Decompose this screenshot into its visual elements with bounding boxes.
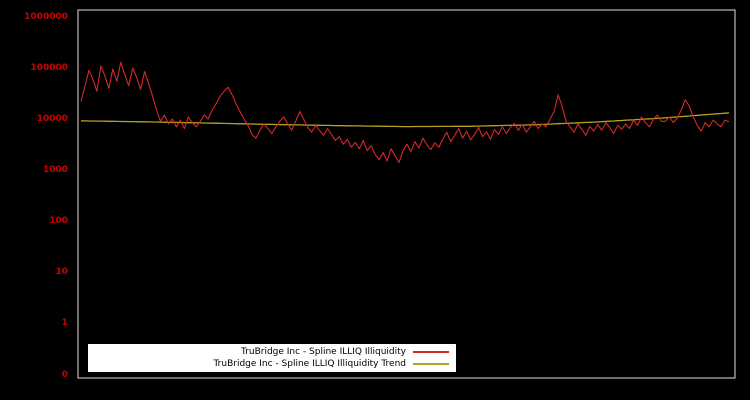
y-axis-label: 100 bbox=[49, 216, 68, 226]
legend-sample-trend bbox=[413, 363, 449, 365]
y-axis-label: 1 bbox=[61, 318, 68, 328]
legend-label-illiquidity: TruBridge Inc - Spline ILLIQ Illiquidity bbox=[240, 346, 406, 357]
y-axis-label: 10000 bbox=[36, 114, 68, 124]
y-axis-label: 0 bbox=[61, 370, 68, 380]
trend-series-line bbox=[80, 112, 730, 128]
y-axis-label: 1000000 bbox=[24, 12, 68, 22]
y-axis-label: 1000 bbox=[42, 165, 68, 175]
y-axis: 1000000 100000 10000 1000 100 10 1 0 bbox=[0, 0, 72, 400]
legend-row-trend: TruBridge Inc - Spline ILLIQ Illiquidity… bbox=[88, 359, 456, 370]
legend: TruBridge Inc - Spline ILLIQ Illiquidity… bbox=[88, 344, 456, 372]
y-axis-label: 100000 bbox=[30, 63, 68, 73]
y-axis-label: 10 bbox=[55, 267, 68, 277]
legend-sample-illiquidity bbox=[413, 351, 449, 353]
legend-row-illiquidity: TruBridge Inc - Spline ILLIQ Illiquidity bbox=[88, 347, 456, 358]
legend-label-trend: TruBridge Inc - Spline ILLIQ Illiquidity… bbox=[213, 358, 407, 369]
plot-frame bbox=[77, 9, 736, 379]
illiquidity-series-line bbox=[80, 61, 730, 164]
